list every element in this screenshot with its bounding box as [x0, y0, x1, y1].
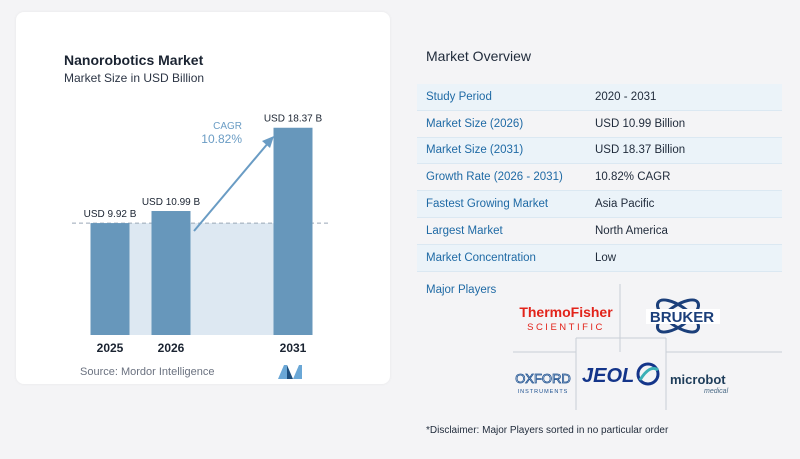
x-tick-2025: 2025 — [97, 341, 124, 355]
svg-text:microbot: microbot — [670, 372, 726, 387]
row-label: Market Size (2031) — [426, 144, 524, 157]
row-value: USD 10.99 Billion — [595, 117, 686, 130]
microbot-medical-logo: microbot medical — [670, 372, 729, 395]
x-tick-2031: 2031 — [280, 341, 307, 355]
row-label: Market Concentration — [426, 251, 536, 264]
chart-title: Nanorobotics Market — [64, 52, 204, 68]
svg-text:BRUKER: BRUKER — [650, 309, 714, 326]
cagr-label: CAGR — [213, 121, 242, 132]
data-label-2025: USD 9.92 B — [84, 209, 137, 220]
x-tick-2026: 2026 — [158, 341, 185, 355]
svg-text:SCIENTIFIC: SCIENTIFIC — [527, 322, 605, 333]
oxford-instruments-logo: OXFORD INSTRUMENTS — [515, 371, 571, 395]
bar-chart: USD 9.92 B 2025 USD 10.99 B 2026 USD 18.37 B… — [72, 114, 330, 355]
table-row: Market Concentration Low — [417, 244, 782, 272]
row-label: Fastest Growing Market — [426, 198, 549, 211]
row-value: North America — [595, 224, 668, 237]
mordor-logo-icon — [278, 365, 302, 379]
row-value: 2020 - 2031 — [595, 90, 657, 103]
row-value: 10.82% CAGR — [595, 171, 671, 184]
row-value: USD 18.37 Billion — [595, 144, 686, 157]
overview-table: Study Period 2020 - 2031 Market Size (20… — [417, 84, 782, 272]
svg-text:ThermoFisher: ThermoFisher — [519, 304, 613, 320]
row-label: Largest Market — [426, 224, 503, 237]
row-value: Low — [595, 251, 617, 264]
source-text: Source: Mordor Intelligence — [80, 366, 215, 378]
row-label: Market Size (2026) — [426, 117, 524, 130]
table-row: Fastest Growing Market Asia Pacific — [417, 191, 782, 218]
table-row: Market Size (2026) USD 10.99 Billion — [417, 111, 782, 138]
svg-text:OXFORD: OXFORD — [515, 371, 571, 386]
cagr-arrowhead — [262, 136, 274, 148]
table-row: Growth Rate (2026 - 2031) 10.82% CAGR — [417, 164, 782, 192]
svg-text:JEOL: JEOL — [582, 365, 634, 387]
thermofisher-logo: ThermoFisher SCIENTIFIC — [519, 304, 613, 333]
data-label-2026: USD 10.99 B — [142, 197, 201, 208]
svg-text:medical: medical — [704, 388, 729, 395]
row-label: Growth Rate (2026 - 2031) — [426, 171, 563, 184]
row-value: Asia Pacific — [595, 198, 655, 211]
row-label: Study Period — [426, 90, 492, 103]
bruker-logo: BRUKER — [646, 298, 720, 334]
table-row: Market Size (2031) USD 18.37 Billion — [417, 137, 782, 165]
major-players-title: Major Players — [426, 284, 497, 296]
market-overview-title: Market Overview — [426, 48, 532, 64]
bar-2031 — [273, 127, 313, 335]
disclaimer-text: *Disclaimer: Major Players sorted in no … — [426, 425, 669, 436]
table-row: Study Period 2020 - 2031 — [417, 84, 782, 111]
table-row: Largest Market North America — [417, 218, 782, 245]
bar-2025 — [90, 223, 130, 335]
cagr-arrow — [193, 141, 270, 232]
data-label-2031: USD 18.37 B — [264, 114, 323, 125]
svg-text:INSTRUMENTS: INSTRUMENTS — [518, 389, 569, 395]
jeol-logo: JEOL — [582, 362, 660, 387]
bar-2026 — [151, 211, 191, 335]
chart-subtitle: Market Size in USD Billion — [64, 71, 205, 85]
cagr-value: 10.82% — [201, 132, 242, 146]
